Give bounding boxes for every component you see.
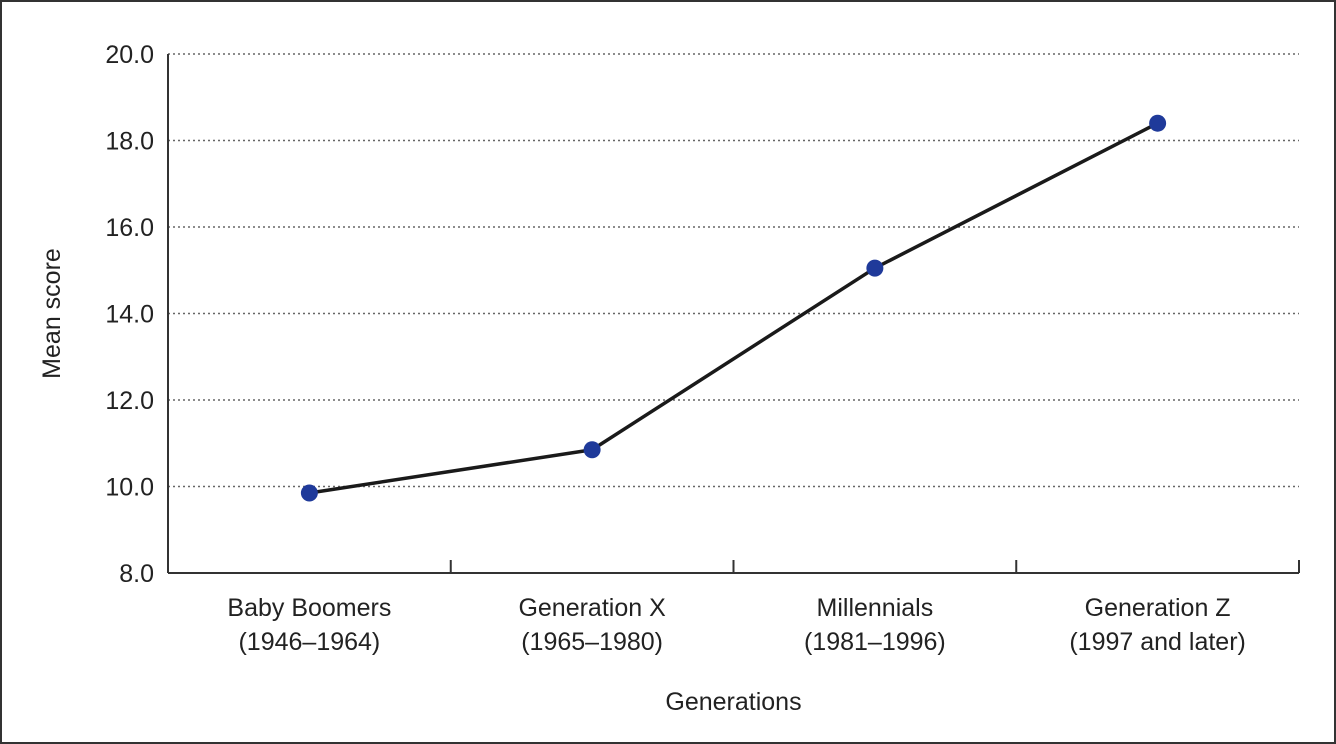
y-tick-label: 10.0 — [105, 474, 154, 502]
y-tick-label: 12.0 — [105, 387, 154, 415]
data-points — [300, 114, 1167, 502]
y-tick-label: 20.0 — [105, 41, 154, 69]
y-tick-label: 14.0 — [105, 301, 154, 329]
series-line — [309, 121, 1159, 495]
data-point — [583, 441, 601, 459]
x-axis-title: Generations — [665, 688, 801, 716]
category-name: Generation Z — [1085, 594, 1231, 622]
category-years: (1946–1964) — [238, 628, 380, 656]
y-axis-title: Mean score — [38, 248, 66, 379]
category-years: (1997 and later) — [1069, 628, 1246, 656]
series-mean-score — [309, 121, 1159, 495]
gridlines — [168, 53, 1299, 488]
y-tick-label: 16.0 — [105, 214, 154, 242]
x-category-label: Generation Z (1997 and later) — [1069, 594, 1246, 656]
x-category-labels: Baby Boomers (1946–1964) Generation X (1965… — [227, 594, 1245, 656]
x-category-label: Baby Boomers (1946–1964) — [227, 594, 391, 656]
category-name: Millennials — [817, 594, 934, 622]
category-years: (1965–1980) — [521, 628, 663, 656]
data-point — [1149, 114, 1167, 132]
category-years: (1981–1996) — [804, 628, 946, 656]
y-tick-label: 18.0 — [105, 128, 154, 156]
x-category-label: Millennials (1981–1996) — [804, 594, 946, 656]
x-tick-marks — [167, 560, 1300, 573]
y-tick-labels: 8.0 10.0 12.0 14.0 16.0 18.0 20.0 — [105, 41, 154, 588]
data-point — [866, 259, 884, 277]
x-category-label: Generation X (1965–1980) — [518, 594, 666, 656]
category-name: Baby Boomers — [227, 594, 391, 622]
category-name: Generation X — [518, 594, 666, 622]
data-point — [300, 484, 318, 502]
y-tick-label: 8.0 — [119, 560, 154, 588]
